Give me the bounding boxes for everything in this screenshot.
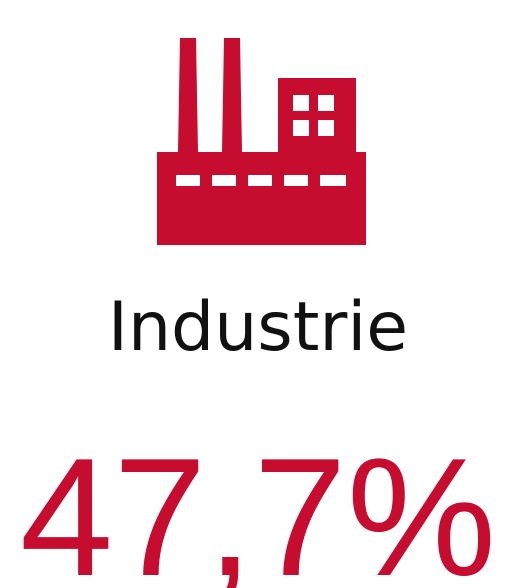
windows [176, 95, 346, 186]
chimney [222, 38, 242, 152]
upper-block [278, 78, 356, 154]
window [318, 95, 334, 111]
percentage-value: 47,7% [20, 423, 496, 588]
category-label: Industrie [108, 288, 408, 367]
window-strip [284, 175, 308, 186]
window-strip [176, 175, 200, 186]
window [318, 120, 334, 136]
factory-icon [157, 38, 366, 245]
window-strip [248, 175, 272, 186]
building [157, 152, 366, 245]
window [293, 95, 309, 111]
window-strip [320, 175, 346, 186]
window-strip [212, 175, 236, 186]
chimney [178, 38, 198, 152]
window [293, 120, 309, 136]
